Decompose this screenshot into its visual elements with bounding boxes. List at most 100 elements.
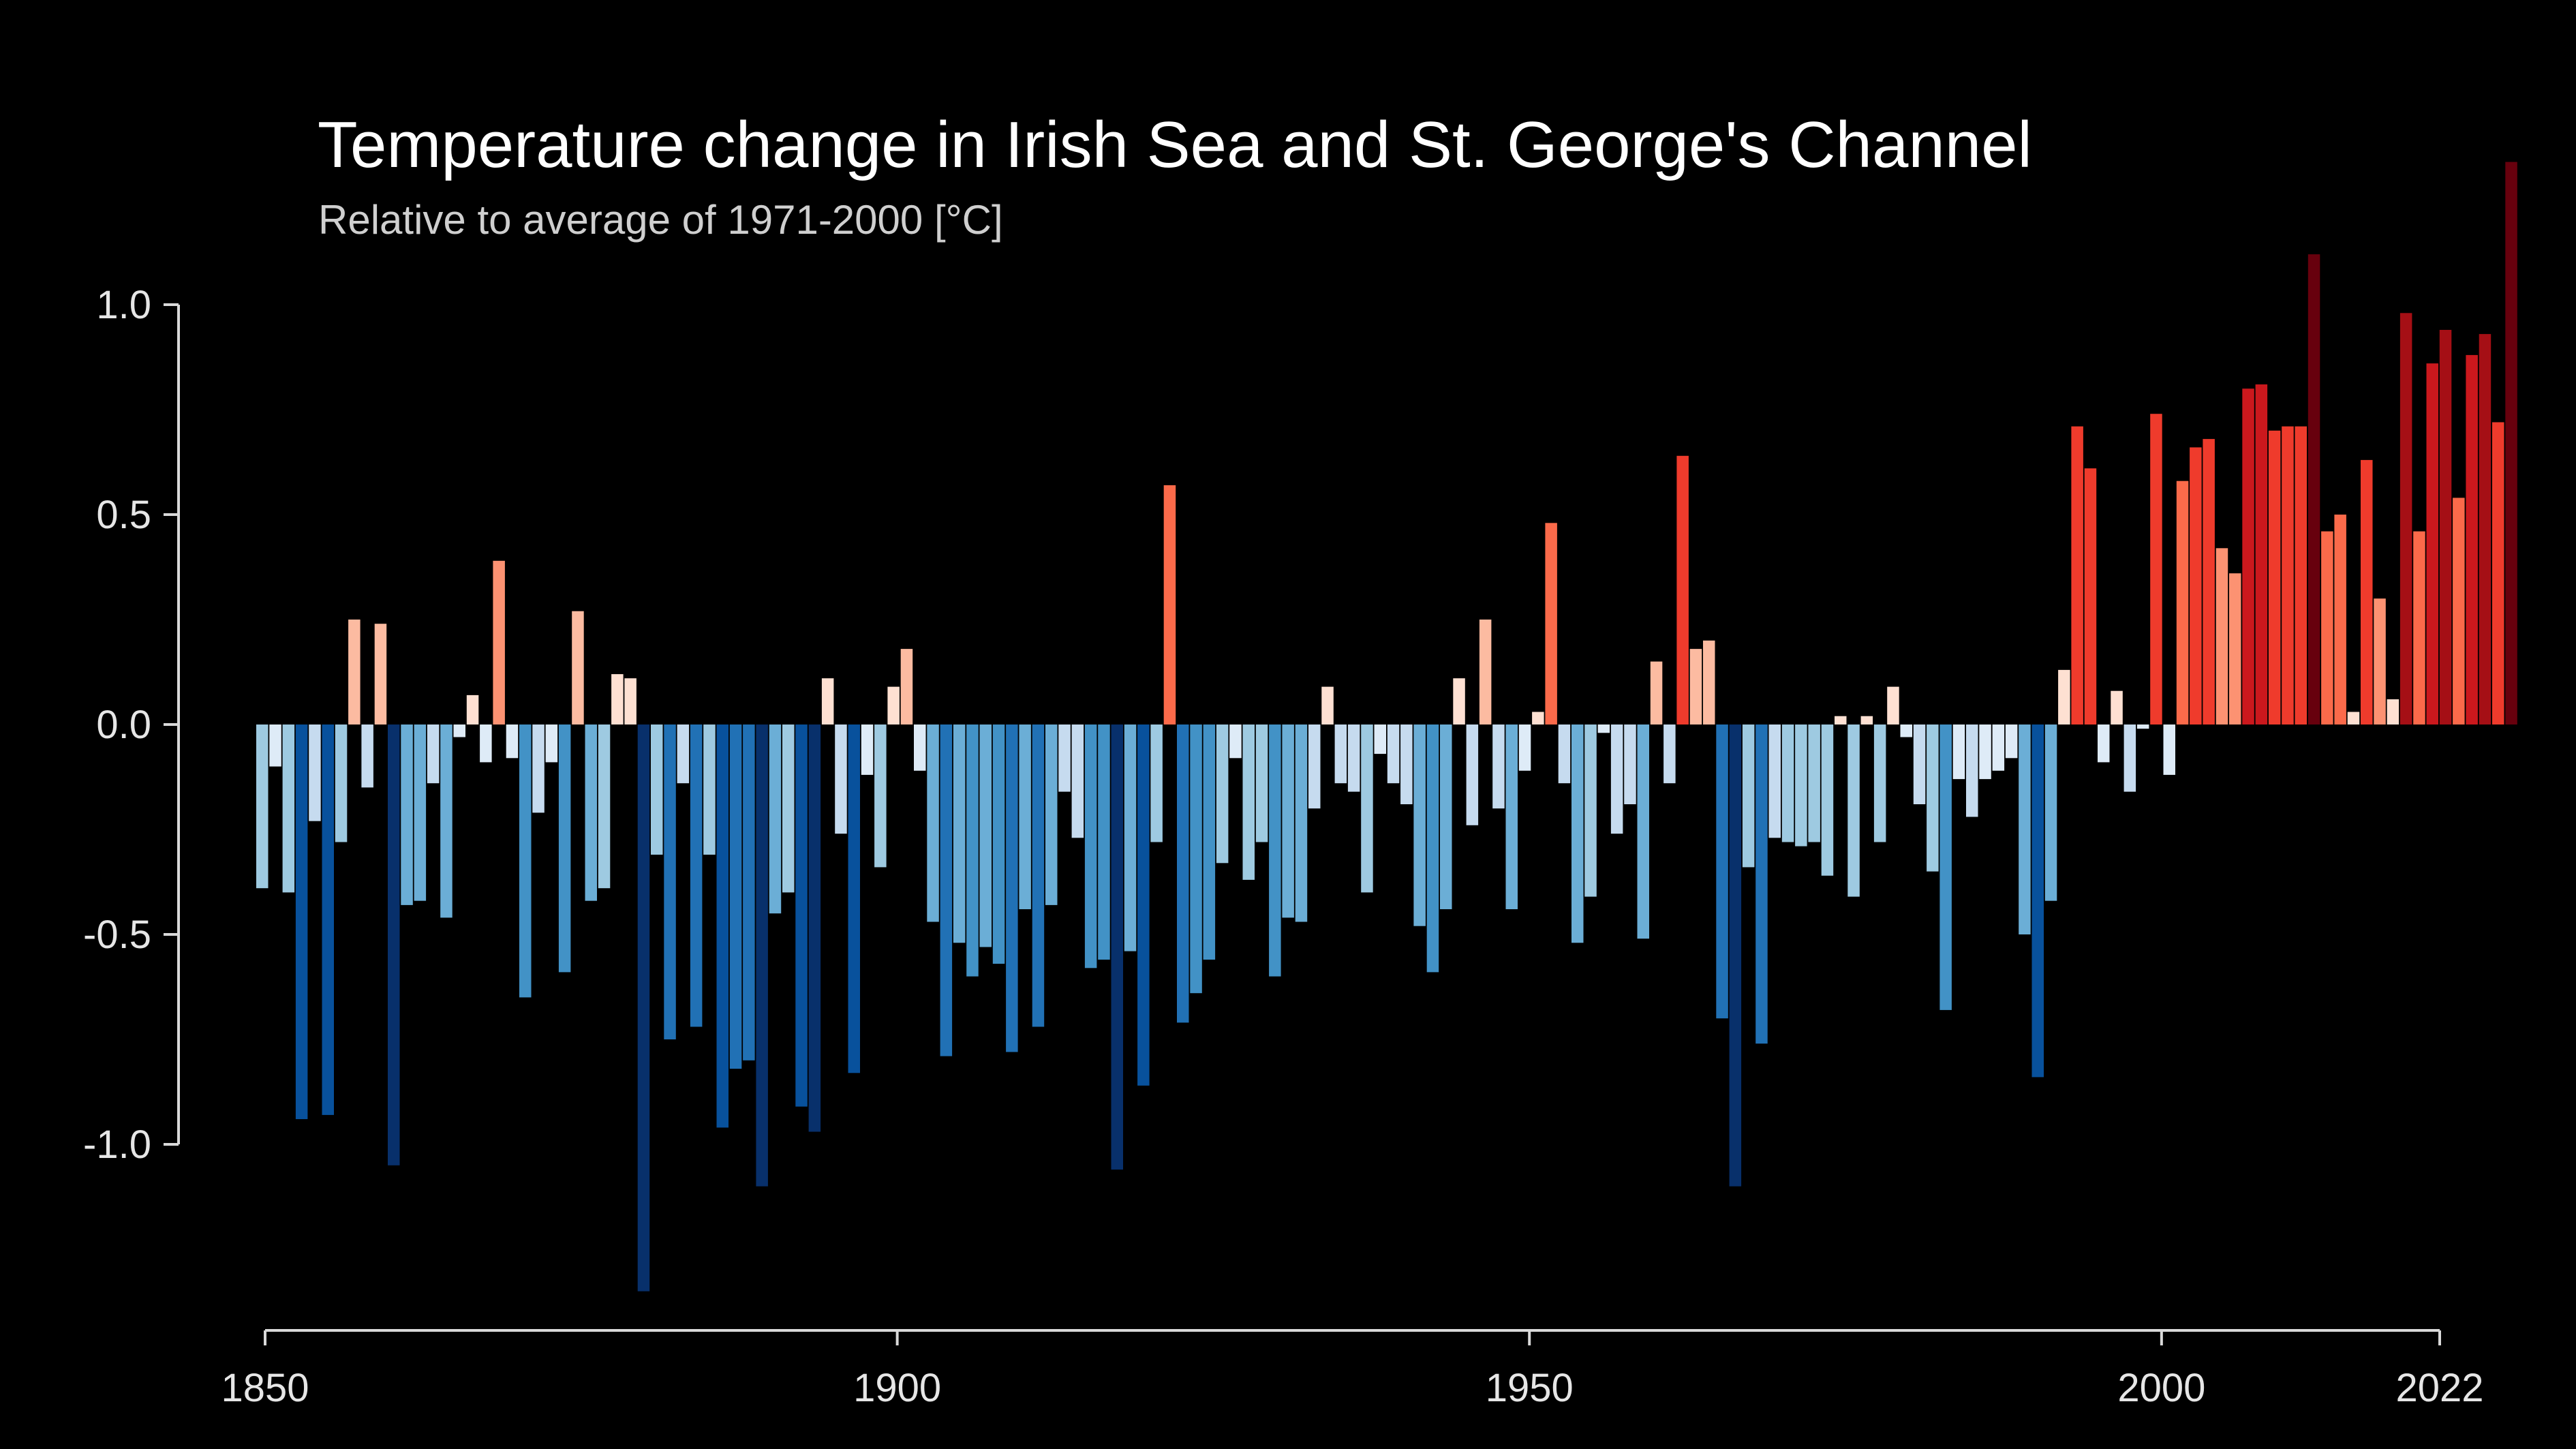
bar-1976 <box>1913 724 1926 804</box>
x-tick-label: 2000 <box>2117 1366 2205 1410</box>
bar-1957 <box>1663 724 1676 784</box>
bar-1952 <box>1597 724 1610 733</box>
x-tick-label: 2022 <box>2395 1366 2483 1410</box>
bar-1992 <box>2123 724 2136 792</box>
y-tick-label: 0.5 <box>96 493 151 537</box>
bar-1937 <box>1400 724 1413 804</box>
bar-1883 <box>690 724 703 1027</box>
bar-1941 <box>1453 678 1465 724</box>
bar-1996 <box>2176 481 2189 724</box>
bar-1954 <box>1624 724 1636 804</box>
bar-1999 <box>2215 548 2228 724</box>
bar-2004 <box>2282 426 2294 724</box>
bar-2008 <box>2334 515 2346 724</box>
bar-1958 <box>1676 455 1689 724</box>
bar-1928 <box>1282 724 1294 918</box>
bar-1936 <box>1387 724 1400 784</box>
bar-1895 <box>848 724 860 1073</box>
bar-1968 <box>1808 724 1820 842</box>
y-tick-label: 1.0 <box>96 283 151 327</box>
bar-1939 <box>1426 724 1439 973</box>
bar-1904 <box>966 724 979 977</box>
bar-1865 <box>453 724 465 737</box>
bar-1929 <box>1295 724 1308 922</box>
bar-2013 <box>2399 313 2412 724</box>
bar-1912 <box>1071 724 1084 838</box>
y-axis: 1.0 0.5 0.0 -0.5 -1.0 <box>83 283 180 1167</box>
bar-2015 <box>2426 363 2438 724</box>
bar-1861 <box>401 724 413 905</box>
bar-1950 <box>1571 724 1584 943</box>
bar-1961 <box>1716 724 1728 1019</box>
bar-1949 <box>1558 724 1571 784</box>
bar-1946 <box>1518 724 1531 771</box>
bar-2016 <box>2439 330 2452 724</box>
bar-2006 <box>2307 254 2320 725</box>
x-tick-label: 1950 <box>1486 1366 1574 1410</box>
bar-1887 <box>743 724 755 1061</box>
bar-1943 <box>1479 620 1492 724</box>
bar-1874 <box>572 611 584 724</box>
bar-1951 <box>1584 724 1597 897</box>
bar-1903 <box>953 724 966 943</box>
bar-2012 <box>2387 699 2399 724</box>
bar-1920 <box>1177 724 1189 1023</box>
bar-1850 <box>256 724 269 889</box>
bar-2011 <box>2374 598 2386 724</box>
bar-1890 <box>782 724 795 893</box>
bar-1863 <box>427 724 440 784</box>
bar-1955 <box>1637 724 1649 939</box>
bar-1873 <box>558 724 571 973</box>
bar-1869 <box>506 724 519 759</box>
bar-1891 <box>795 724 808 1107</box>
bar-1963 <box>1742 724 1755 868</box>
chart-subtitle: Relative to average of 1971-2000 [°C] <box>318 197 1003 243</box>
bar-1902 <box>940 724 953 1056</box>
bar-1905 <box>979 724 992 947</box>
bar-1875 <box>585 724 597 901</box>
y-tick-label: -1.0 <box>83 1123 151 1167</box>
bar-1923 <box>1216 724 1229 864</box>
bar-1906 <box>992 724 1005 964</box>
bar-1853 <box>295 724 308 1119</box>
bar-1985 <box>2031 724 2044 1078</box>
bar-1962 <box>1729 724 1742 1187</box>
bar-1922 <box>1203 724 1216 960</box>
bar-1880 <box>651 724 663 855</box>
bar-2010 <box>2361 459 2373 724</box>
bar-1981 <box>1979 724 1991 780</box>
bar-1911 <box>1058 724 1071 792</box>
bar-1914 <box>1098 724 1110 960</box>
bar-2018 <box>2466 354 2478 724</box>
bar-1908 <box>1019 724 1031 909</box>
bar-1901 <box>927 724 939 922</box>
bar-1898 <box>887 686 900 724</box>
bar-1878 <box>624 678 637 724</box>
bar-1862 <box>414 724 427 901</box>
bar-1944 <box>1492 724 1505 809</box>
bar-1896 <box>861 724 874 775</box>
bar-1854 <box>309 724 321 821</box>
bar-2021 <box>2505 162 2517 725</box>
bar-1872 <box>545 724 558 763</box>
bar-1867 <box>480 724 492 763</box>
bar-1977 <box>1927 724 1939 872</box>
bar-1969 <box>1821 724 1834 876</box>
bar-1974 <box>1887 686 1899 724</box>
bar-1970 <box>1835 716 1847 724</box>
bar-1892 <box>808 724 821 1132</box>
bar-1980 <box>1966 724 1978 817</box>
bar-1935 <box>1374 724 1386 754</box>
bar-1940 <box>1440 724 1452 909</box>
bar-1945 <box>1505 724 1518 909</box>
bar-2005 <box>2295 426 2307 724</box>
bar-1893 <box>821 678 834 724</box>
bar-1884 <box>703 724 716 855</box>
bar-1984 <box>2019 724 2031 934</box>
bar-1975 <box>1900 724 1912 737</box>
y-tick-label: 0.0 <box>96 703 151 747</box>
bar-1851 <box>269 724 281 767</box>
bar-1921 <box>1190 724 1202 994</box>
bar-1986 <box>2044 724 2057 901</box>
